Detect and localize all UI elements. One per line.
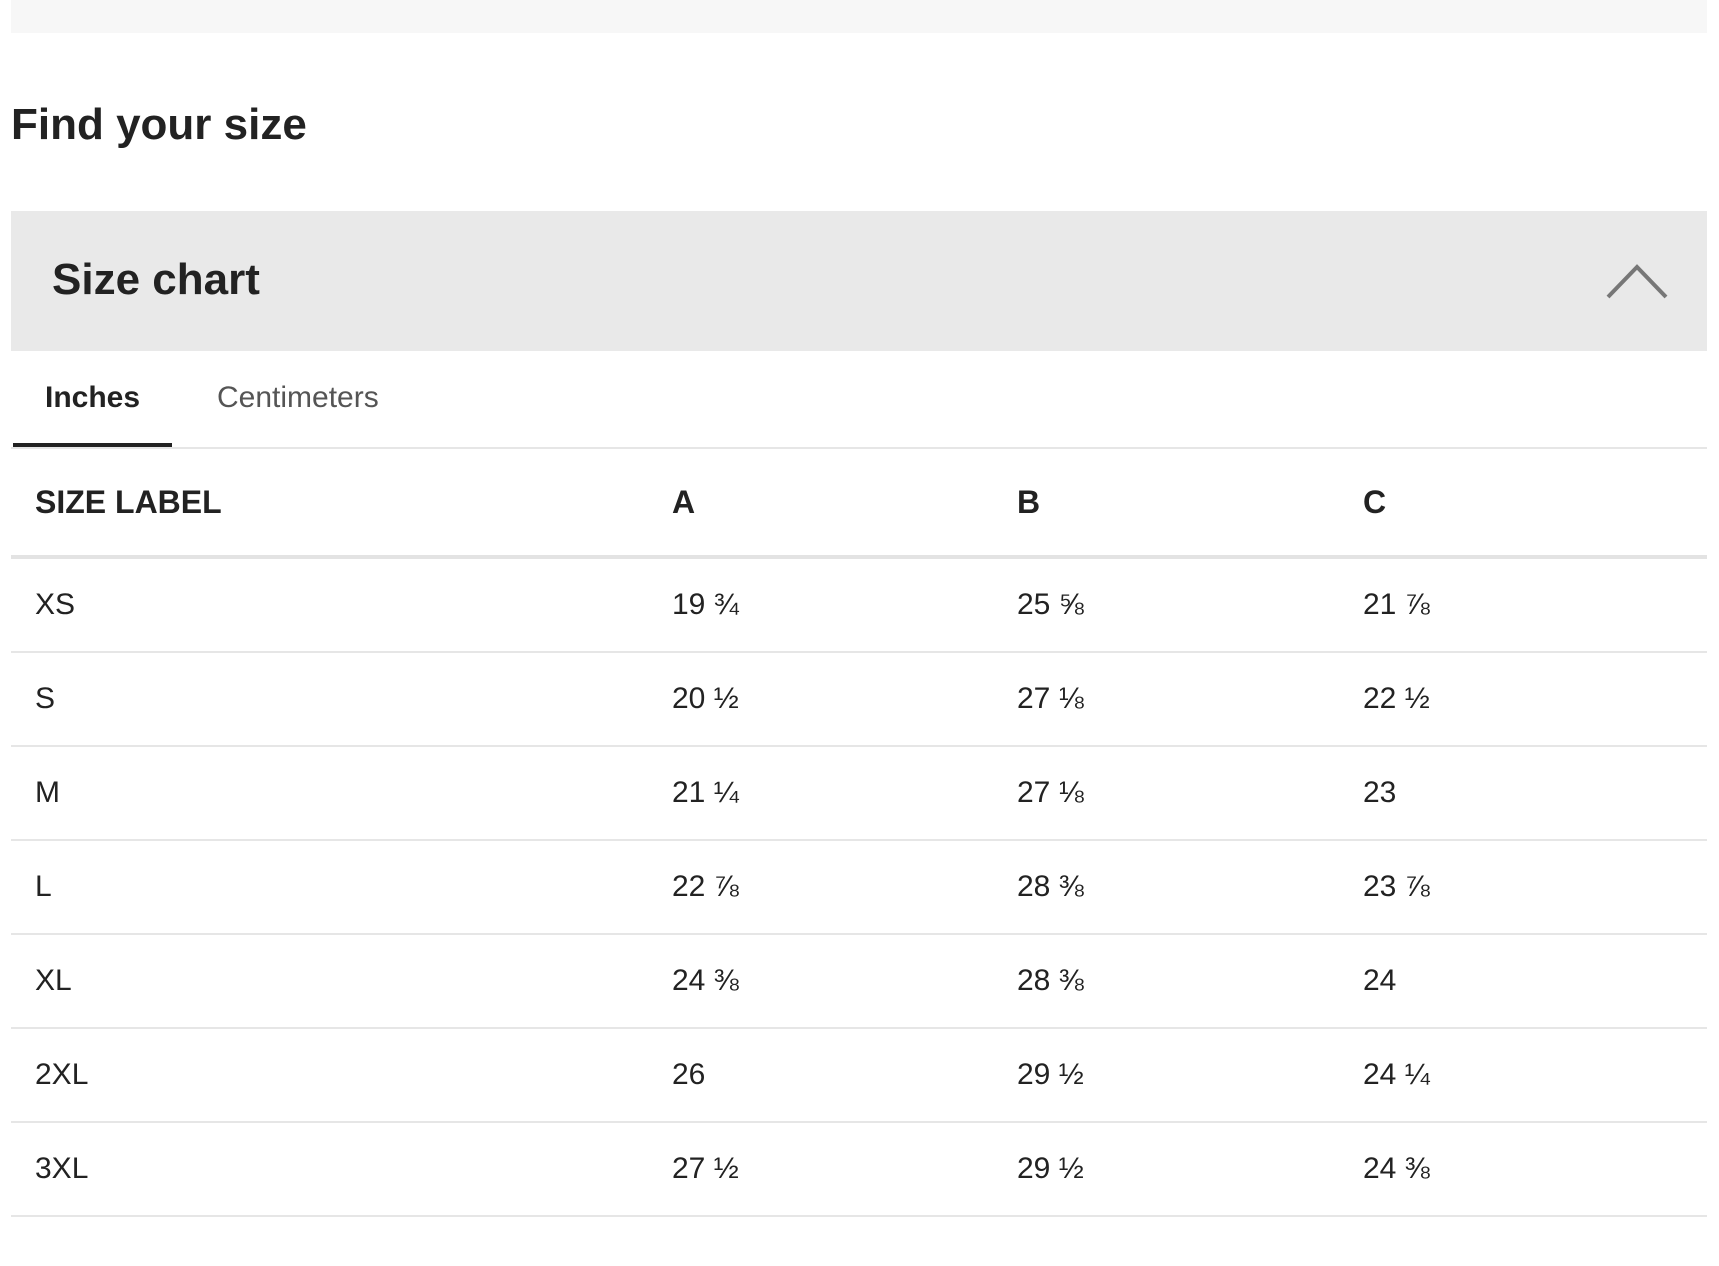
cell-size: XL xyxy=(11,934,672,1029)
cell-a: 19 ¾ xyxy=(672,557,1017,653)
active-tab-indicator xyxy=(13,443,172,447)
table-row: 3XL 27 ½ 29 ½ 24 ⅜ xyxy=(11,1122,1707,1217)
tab-inches[interactable]: Inches xyxy=(45,381,141,414)
header-size-label: SIZE LABEL xyxy=(11,449,672,559)
cell-b: 28 ⅜ xyxy=(1017,934,1363,1029)
size-table: SIZE LABEL A B C XS 19 ¾ 25 ⅝ 21 ⅞ S 20 ½ 27 ⅛… xyxy=(11,449,1707,1217)
header-c: C xyxy=(1363,449,1707,559)
cell-b: 28 ⅜ xyxy=(1017,840,1363,935)
table-row: S 20 ½ 27 ⅛ 22 ½ xyxy=(11,652,1707,747)
cell-c: 24 xyxy=(1363,934,1707,1029)
cell-size: L xyxy=(11,840,672,935)
cell-b: 27 ⅛ xyxy=(1017,746,1363,841)
cell-a: 24 ⅜ xyxy=(672,934,1017,1029)
table-header-row: SIZE LABEL A B C xyxy=(11,449,1707,559)
cell-size: S xyxy=(11,652,672,747)
cell-size: 2XL xyxy=(11,1028,672,1123)
cell-b: 29 ½ xyxy=(1017,1122,1363,1217)
unit-tabs: Inches Centimeters xyxy=(11,351,1707,449)
cell-b: 29 ½ xyxy=(1017,1028,1363,1123)
cell-c: 24 ⅜ xyxy=(1363,1122,1707,1217)
chevron-up-icon[interactable] xyxy=(1605,261,1669,301)
header-b: B xyxy=(1017,449,1363,559)
table-row: L 22 ⅞ 28 ⅜ 23 ⅞ xyxy=(11,840,1707,935)
cell-size: 3XL xyxy=(11,1122,672,1217)
cell-size: XS xyxy=(11,557,672,653)
cell-a: 22 ⅞ xyxy=(672,840,1017,935)
cell-a: 26 xyxy=(672,1028,1017,1123)
table-row: XS 19 ¾ 25 ⅝ 21 ⅞ xyxy=(11,557,1707,653)
page-heading: Find your size xyxy=(11,100,307,149)
cell-size: M xyxy=(11,746,672,841)
cell-c: 21 ⅞ xyxy=(1363,557,1707,653)
table-row: XL 24 ⅜ 28 ⅜ 24 xyxy=(11,934,1707,1029)
cell-c: 24 ¼ xyxy=(1363,1028,1707,1123)
cell-a: 20 ½ xyxy=(672,652,1017,747)
tab-centimeters[interactable]: Centimeters xyxy=(217,381,379,414)
cell-c: 22 ½ xyxy=(1363,652,1707,747)
header-a: A xyxy=(672,449,1017,559)
table-row: 2XL 26 29 ½ 24 ¼ xyxy=(11,1028,1707,1123)
table-row: M 21 ¼ 27 ⅛ 23 xyxy=(11,746,1707,841)
cell-c: 23 ⅞ xyxy=(1363,840,1707,935)
size-chart-accordion-header[interactable]: Size chart xyxy=(11,211,1707,351)
cell-b: 25 ⅝ xyxy=(1017,557,1363,653)
top-bar xyxy=(11,0,1707,33)
cell-c: 23 xyxy=(1363,746,1707,841)
accordion-title: Size chart xyxy=(52,255,260,304)
cell-b: 27 ⅛ xyxy=(1017,652,1363,747)
cell-a: 27 ½ xyxy=(672,1122,1017,1217)
cell-a: 21 ¼ xyxy=(672,746,1017,841)
